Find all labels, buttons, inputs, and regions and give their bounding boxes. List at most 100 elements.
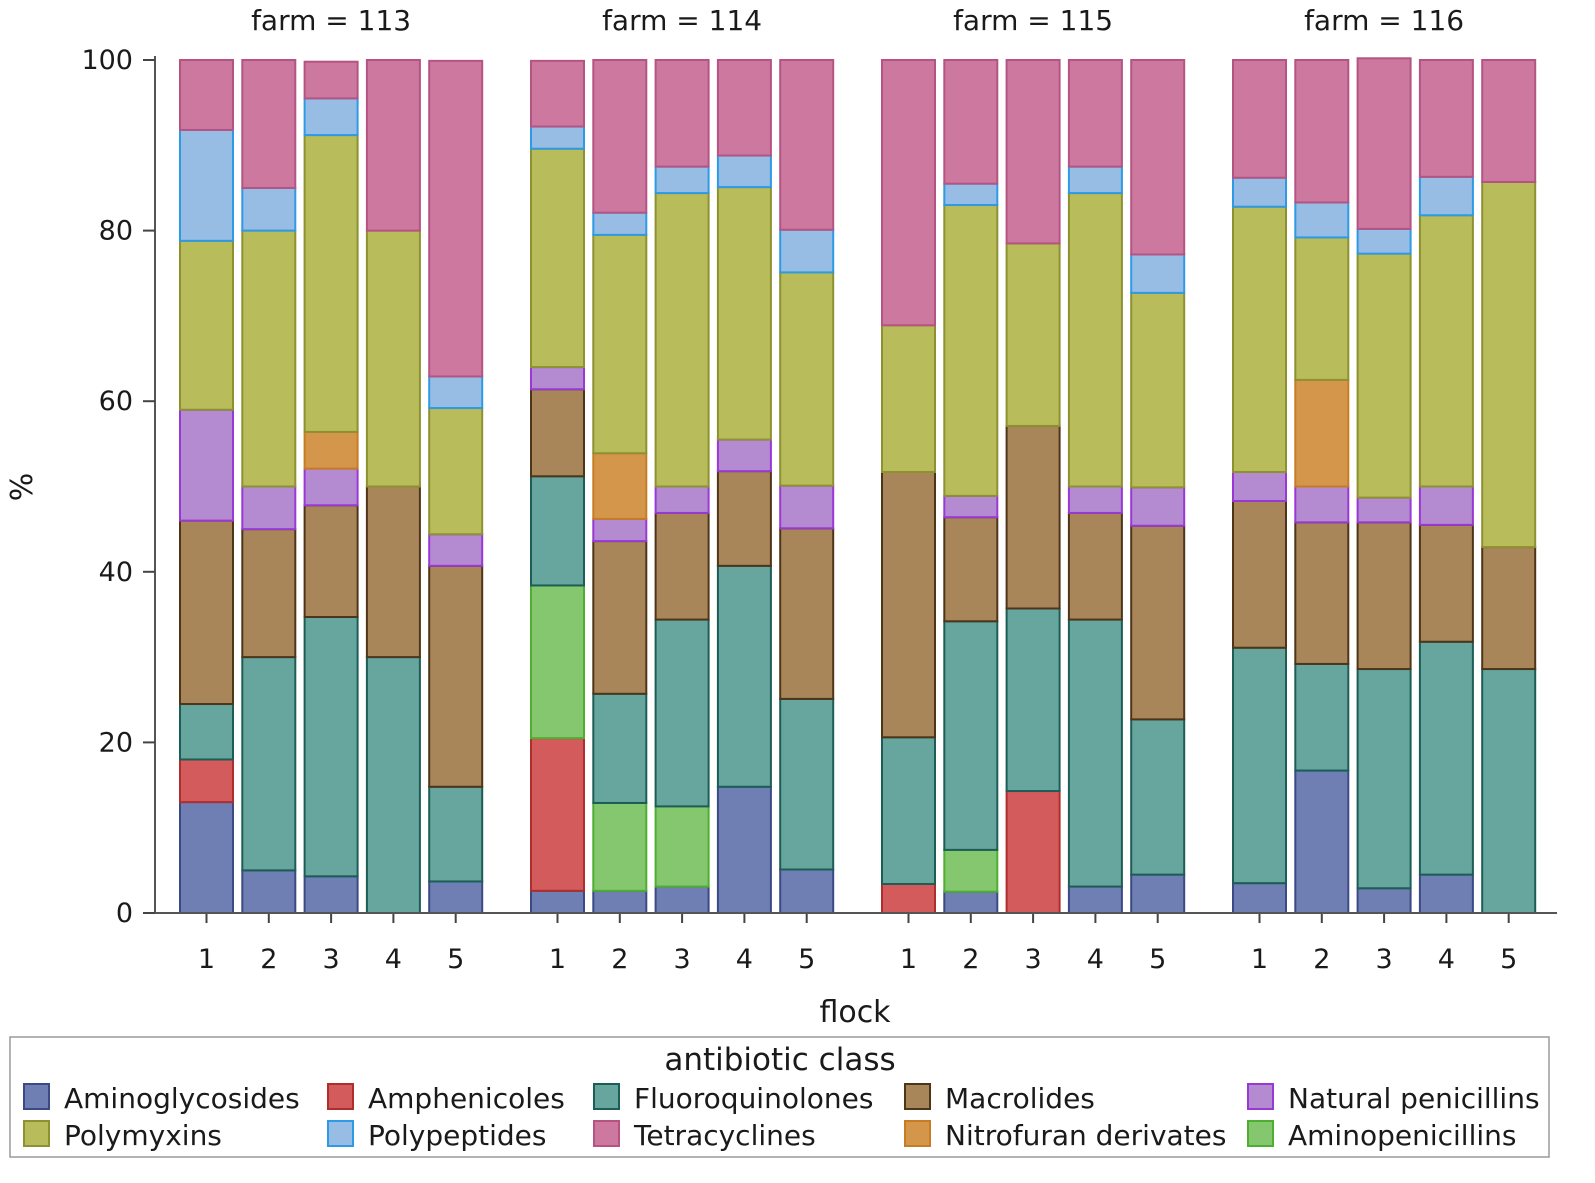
segment-macrolides-farm-114-flock-1 bbox=[530, 388, 585, 478]
legend-swatch bbox=[593, 1120, 620, 1147]
segment-polymyxins-farm-116-flock-3 bbox=[1356, 252, 1412, 499]
segment-polymyxins-farm-114-flock-2 bbox=[592, 233, 648, 455]
legend-swatch bbox=[327, 1120, 354, 1147]
segment-aminoglycosides-farm-116-flock-1 bbox=[1232, 882, 1287, 915]
x-tick-label: 3 bbox=[674, 944, 691, 975]
segment-fluoroquinolones-farm-115-flock-3 bbox=[1005, 607, 1061, 793]
bar-farm-116-flock-5 bbox=[1481, 59, 1537, 914]
segment-natural-penicillins-farm-114-flock-3 bbox=[654, 485, 710, 514]
x-tick-label: 4 bbox=[1087, 944, 1104, 975]
bar-farm-116-flock-3 bbox=[1356, 57, 1412, 914]
segment-polymyxins-farm-113-flock-1 bbox=[179, 239, 234, 411]
segment-nitrofuran-derivates-farm-116-flock-2 bbox=[1294, 378, 1350, 488]
segment-macrolides-farm-113-flock-3 bbox=[303, 504, 359, 619]
y-tick-label: 0 bbox=[116, 898, 133, 929]
x-tick-label: 2 bbox=[611, 944, 628, 975]
segment-fluoroquinolones-farm-116-flock-1 bbox=[1232, 646, 1287, 885]
segment-aminopenicillins-farm-114-flock-2 bbox=[592, 801, 648, 892]
legend-item-nitrofuran-derivates: Nitrofuran derivates bbox=[904, 1119, 1226, 1152]
segment-tetracyclines-farm-115-flock-3 bbox=[1005, 59, 1061, 245]
segment-polypeptides-farm-113-flock-5 bbox=[428, 375, 484, 410]
segment-natural-penicillins-farm-115-flock-5 bbox=[1130, 486, 1186, 527]
segment-aminoglycosides-farm-115-flock-2 bbox=[943, 890, 999, 914]
facet-title-farm-114: farm = 114 bbox=[602, 4, 762, 37]
segment-amphenicoles-farm-115-flock-1 bbox=[881, 882, 936, 914]
segment-natural-penicillins-farm-113-flock-2 bbox=[241, 485, 297, 531]
segment-nitrofuran-derivates-farm-113-flock-3 bbox=[303, 430, 359, 470]
x-tick-label: 2 bbox=[962, 944, 979, 975]
segment-macrolides-farm-116-flock-4 bbox=[1418, 523, 1474, 643]
legend-swatch bbox=[904, 1120, 931, 1147]
bar-farm-114-flock-5 bbox=[779, 59, 835, 915]
segment-polypeptides-farm-116-flock-1 bbox=[1232, 176, 1287, 208]
segment-fluoroquinolones-farm-115-flock-1 bbox=[881, 736, 936, 885]
bar-farm-114-flock-2 bbox=[592, 59, 648, 915]
segment-macrolides-farm-115-flock-3 bbox=[1005, 424, 1061, 610]
x-tick-label: 4 bbox=[736, 944, 753, 975]
segment-amphenicoles-farm-113-flock-1 bbox=[179, 758, 234, 804]
legend-items: Aminoglycosides Amphenicoles Fluoroquinolo… bbox=[23, 1082, 1540, 1152]
x-tick-label: 1 bbox=[1251, 944, 1268, 975]
segment-amphenicoles-farm-115-flock-3 bbox=[1005, 790, 1061, 914]
y-tick-label: 20 bbox=[99, 727, 133, 758]
segment-fluoroquinolones-farm-113-flock-4 bbox=[365, 656, 421, 914]
segment-polypeptides-farm-113-flock-3 bbox=[303, 97, 359, 137]
axes-layer: 1 2 3 4 5 1 2 3 4 5 1 2 3 4 5 1 2 3 4 5 0 20 40 60 80 100 bbox=[81, 45, 1557, 975]
segment-fluoroquinolones-farm-114-flock-5 bbox=[779, 697, 835, 871]
segment-aminoglycosides-farm-114-flock-2 bbox=[592, 889, 648, 915]
segment-macrolides-farm-113-flock-1 bbox=[179, 519, 234, 706]
bar-farm-116-flock-4 bbox=[1418, 59, 1474, 914]
segment-tetracyclines-farm-113-flock-4 bbox=[365, 59, 421, 232]
x-tick-label: 4 bbox=[385, 944, 402, 975]
segment-aminoglycosides-farm-114-flock-1 bbox=[530, 889, 585, 915]
segment-macrolides-farm-114-flock-5 bbox=[779, 527, 835, 700]
bar-farm-116-flock-1 bbox=[1232, 59, 1287, 915]
segment-polypeptides-farm-115-flock-2 bbox=[943, 182, 999, 207]
segment-polymyxins-farm-114-flock-1 bbox=[530, 147, 585, 369]
y-tick-label: 60 bbox=[99, 386, 133, 417]
segment-macrolides-farm-116-flock-2 bbox=[1294, 521, 1350, 665]
x-tick-label: 5 bbox=[798, 944, 815, 975]
segment-macrolides-farm-115-flock-1 bbox=[881, 470, 936, 739]
segment-polymyxins-farm-115-flock-5 bbox=[1130, 291, 1186, 489]
segment-fluoroquinolones-farm-116-flock-4 bbox=[1418, 640, 1474, 876]
bars-layer bbox=[179, 57, 1537, 915]
segment-aminoglycosides-farm-116-flock-2 bbox=[1294, 769, 1350, 915]
segment-natural-penicillins-farm-115-flock-4 bbox=[1067, 485, 1123, 514]
segment-tetracyclines-farm-115-flock-1 bbox=[881, 59, 936, 327]
segment-polypeptides-farm-116-flock-3 bbox=[1356, 227, 1412, 255]
segment-polypeptides-farm-114-flock-3 bbox=[654, 165, 710, 195]
x-axis-title: flock bbox=[819, 995, 891, 1030]
segment-aminopenicillins-farm-114-flock-3 bbox=[654, 805, 710, 888]
segment-amphenicoles-farm-114-flock-1 bbox=[530, 737, 585, 892]
bar-farm-114-flock-3 bbox=[654, 59, 710, 915]
segment-fluoroquinolones-farm-116-flock-5 bbox=[1481, 668, 1537, 914]
x-tick-label: 3 bbox=[1376, 944, 1393, 975]
legend-title: antibiotic class bbox=[664, 1042, 895, 1078]
legend-item-tetracyclines: Tetracyclines bbox=[593, 1119, 816, 1152]
segment-tetracyclines-farm-113-flock-2 bbox=[241, 59, 297, 189]
segment-tetracyclines-farm-115-flock-5 bbox=[1130, 59, 1186, 256]
bar-farm-115-flock-5 bbox=[1130, 59, 1186, 914]
segment-natural-penicillins-farm-116-flock-4 bbox=[1418, 485, 1474, 526]
segment-fluoroquinolones-farm-114-flock-1 bbox=[530, 475, 585, 587]
x-tick-label: 1 bbox=[900, 944, 917, 975]
segment-natural-penicillins-farm-113-flock-3 bbox=[303, 467, 359, 507]
facet-titles: farm = 113 farm = 114 farm = 115 farm = 116 bbox=[251, 4, 1464, 37]
segment-tetracyclines-farm-114-flock-5 bbox=[779, 59, 835, 231]
segment-fluoroquinolones-farm-113-flock-5 bbox=[428, 785, 484, 883]
segment-fluoroquinolones-farm-116-flock-3 bbox=[1356, 668, 1412, 890]
segment-tetracyclines-farm-115-flock-2 bbox=[943, 59, 999, 185]
bar-farm-115-flock-1 bbox=[881, 59, 936, 914]
x-tick-label: 2 bbox=[260, 944, 277, 975]
segment-polymyxins-farm-113-flock-4 bbox=[365, 229, 421, 488]
segment-tetracyclines-farm-114-flock-1 bbox=[530, 59, 585, 128]
segment-polymyxins-farm-115-flock-1 bbox=[881, 324, 936, 473]
legend-item-fluoroquinolones: Fluoroquinolones bbox=[593, 1082, 873, 1115]
x-tick-label: 2 bbox=[1313, 944, 1330, 975]
segment-polymyxins-farm-113-flock-2 bbox=[241, 229, 297, 488]
legend-item-macrolides: Macrolides bbox=[904, 1082, 1095, 1115]
segment-fluoroquinolones-farm-113-flock-1 bbox=[179, 703, 234, 761]
segment-polypeptides-farm-116-flock-4 bbox=[1418, 175, 1474, 217]
